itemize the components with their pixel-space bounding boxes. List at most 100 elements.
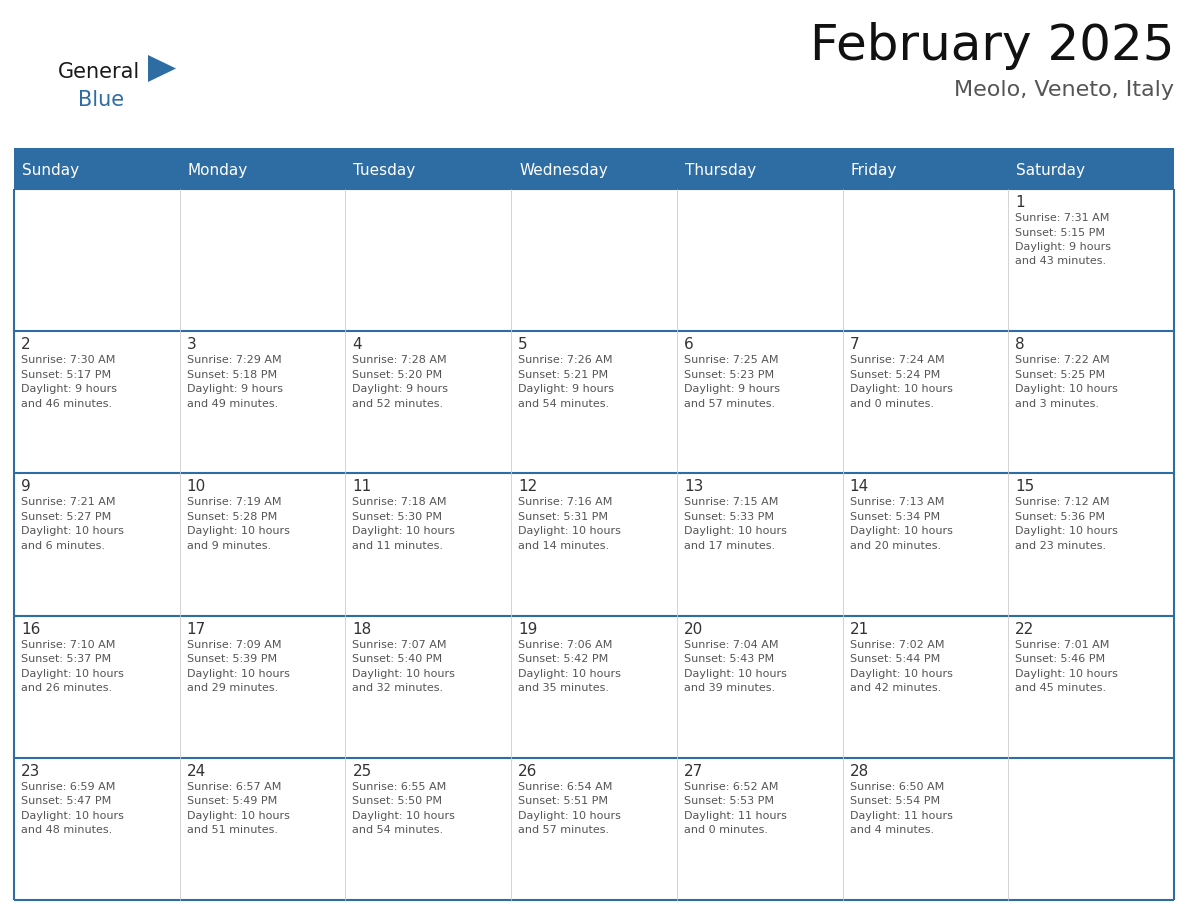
Text: Daylight: 9 hours: Daylight: 9 hours — [518, 385, 614, 394]
Text: 17: 17 — [187, 621, 206, 636]
Text: 9: 9 — [21, 479, 31, 495]
Text: 26: 26 — [518, 764, 537, 778]
Text: 25: 25 — [353, 764, 372, 778]
Text: Sunset: 5:34 PM: Sunset: 5:34 PM — [849, 512, 940, 522]
Text: and 32 minutes.: and 32 minutes. — [353, 683, 443, 693]
Text: February 2025: February 2025 — [809, 22, 1174, 70]
Text: Daylight: 10 hours: Daylight: 10 hours — [849, 526, 953, 536]
Text: 1: 1 — [1016, 195, 1025, 210]
Text: Sunrise: 7:18 AM: Sunrise: 7:18 AM — [353, 498, 447, 508]
Text: Sunset: 5:33 PM: Sunset: 5:33 PM — [684, 512, 773, 522]
Text: Sunrise: 6:57 AM: Sunrise: 6:57 AM — [187, 782, 282, 792]
Bar — [14, 153, 1174, 189]
Text: 20: 20 — [684, 621, 703, 636]
Text: Daylight: 10 hours: Daylight: 10 hours — [684, 668, 786, 678]
Text: Sunset: 5:24 PM: Sunset: 5:24 PM — [849, 370, 940, 380]
Polygon shape — [148, 55, 176, 82]
Text: Saturday: Saturday — [1016, 163, 1086, 178]
Text: Sunset: 5:25 PM: Sunset: 5:25 PM — [1016, 370, 1105, 380]
Text: Sunrise: 6:52 AM: Sunrise: 6:52 AM — [684, 782, 778, 792]
Text: and 48 minutes.: and 48 minutes. — [21, 825, 112, 835]
Text: Daylight: 10 hours: Daylight: 10 hours — [1016, 668, 1118, 678]
Text: Daylight: 10 hours: Daylight: 10 hours — [353, 811, 455, 821]
Text: and 35 minutes.: and 35 minutes. — [518, 683, 609, 693]
Text: Daylight: 10 hours: Daylight: 10 hours — [187, 526, 290, 536]
Text: Sunrise: 7:04 AM: Sunrise: 7:04 AM — [684, 640, 778, 650]
Text: Sunset: 5:30 PM: Sunset: 5:30 PM — [353, 512, 442, 522]
Text: Sunrise: 7:29 AM: Sunrise: 7:29 AM — [187, 355, 282, 365]
Text: 21: 21 — [849, 621, 868, 636]
Text: Daylight: 9 hours: Daylight: 9 hours — [1016, 242, 1111, 252]
Text: Wednesday: Wednesday — [519, 163, 608, 178]
Text: Daylight: 9 hours: Daylight: 9 hours — [684, 385, 779, 394]
Text: Sunset: 5:39 PM: Sunset: 5:39 PM — [187, 655, 277, 664]
Text: Sunrise: 6:59 AM: Sunrise: 6:59 AM — [21, 782, 115, 792]
Text: 22: 22 — [1016, 621, 1035, 636]
Text: Sunrise: 7:10 AM: Sunrise: 7:10 AM — [21, 640, 115, 650]
Text: 16: 16 — [21, 621, 40, 636]
Text: Sunset: 5:42 PM: Sunset: 5:42 PM — [518, 655, 608, 664]
Text: and 39 minutes.: and 39 minutes. — [684, 683, 775, 693]
Text: Sunset: 5:44 PM: Sunset: 5:44 PM — [849, 655, 940, 664]
Bar — [14, 189, 1174, 331]
Text: Sunset: 5:40 PM: Sunset: 5:40 PM — [353, 655, 443, 664]
Text: and 26 minutes.: and 26 minutes. — [21, 683, 112, 693]
Bar — [14, 331, 1174, 474]
Text: 19: 19 — [518, 621, 537, 636]
Text: and 0 minutes.: and 0 minutes. — [849, 398, 934, 409]
Text: and 57 minutes.: and 57 minutes. — [518, 825, 609, 835]
Text: Sunrise: 7:25 AM: Sunrise: 7:25 AM — [684, 355, 778, 365]
Text: and 23 minutes.: and 23 minutes. — [1016, 541, 1106, 551]
Text: 3: 3 — [187, 337, 196, 353]
Text: and 49 minutes.: and 49 minutes. — [187, 398, 278, 409]
Text: Sunset: 5:50 PM: Sunset: 5:50 PM — [353, 796, 442, 806]
Text: and 54 minutes.: and 54 minutes. — [353, 825, 443, 835]
Text: Sunset: 5:15 PM: Sunset: 5:15 PM — [1016, 228, 1105, 238]
Text: Sunset: 5:37 PM: Sunset: 5:37 PM — [21, 655, 112, 664]
Text: and 6 minutes.: and 6 minutes. — [21, 541, 105, 551]
Text: 7: 7 — [849, 337, 859, 353]
Text: 15: 15 — [1016, 479, 1035, 495]
Text: 14: 14 — [849, 479, 868, 495]
Text: Daylight: 10 hours: Daylight: 10 hours — [21, 526, 124, 536]
Text: Friday: Friday — [851, 163, 897, 178]
Text: Sunset: 5:36 PM: Sunset: 5:36 PM — [1016, 512, 1105, 522]
Text: 23: 23 — [21, 764, 40, 778]
Text: 24: 24 — [187, 764, 206, 778]
Text: Sunrise: 7:22 AM: Sunrise: 7:22 AM — [1016, 355, 1110, 365]
Text: Daylight: 9 hours: Daylight: 9 hours — [187, 385, 283, 394]
Text: Daylight: 10 hours: Daylight: 10 hours — [21, 668, 124, 678]
Text: Sunset: 5:43 PM: Sunset: 5:43 PM — [684, 655, 775, 664]
Text: Sunrise: 7:26 AM: Sunrise: 7:26 AM — [518, 355, 613, 365]
Text: and 4 minutes.: and 4 minutes. — [849, 825, 934, 835]
Text: Daylight: 10 hours: Daylight: 10 hours — [1016, 526, 1118, 536]
Text: Daylight: 10 hours: Daylight: 10 hours — [518, 668, 621, 678]
Text: Sunrise: 7:09 AM: Sunrise: 7:09 AM — [187, 640, 282, 650]
Text: Monday: Monday — [188, 163, 248, 178]
Text: Sunrise: 6:54 AM: Sunrise: 6:54 AM — [518, 782, 613, 792]
Text: and 42 minutes.: and 42 minutes. — [849, 683, 941, 693]
Text: and 52 minutes.: and 52 minutes. — [353, 398, 443, 409]
Text: and 9 minutes.: and 9 minutes. — [187, 541, 271, 551]
Text: Daylight: 10 hours: Daylight: 10 hours — [353, 526, 455, 536]
Text: Sunset: 5:20 PM: Sunset: 5:20 PM — [353, 370, 443, 380]
Text: Sunrise: 7:16 AM: Sunrise: 7:16 AM — [518, 498, 613, 508]
Text: Sunrise: 7:07 AM: Sunrise: 7:07 AM — [353, 640, 447, 650]
Text: Sunrise: 7:31 AM: Sunrise: 7:31 AM — [1016, 213, 1110, 223]
Text: Sunrise: 7:15 AM: Sunrise: 7:15 AM — [684, 498, 778, 508]
Text: Sunset: 5:49 PM: Sunset: 5:49 PM — [187, 796, 277, 806]
Text: 18: 18 — [353, 621, 372, 636]
Bar — [14, 616, 1174, 757]
Text: Sunset: 5:21 PM: Sunset: 5:21 PM — [518, 370, 608, 380]
Text: Sunrise: 7:02 AM: Sunrise: 7:02 AM — [849, 640, 944, 650]
Text: Daylight: 10 hours: Daylight: 10 hours — [187, 668, 290, 678]
Text: and 11 minutes.: and 11 minutes. — [353, 541, 443, 551]
Text: 5: 5 — [518, 337, 527, 353]
Text: and 57 minutes.: and 57 minutes. — [684, 398, 775, 409]
Text: Daylight: 10 hours: Daylight: 10 hours — [849, 385, 953, 394]
Text: Sunset: 5:31 PM: Sunset: 5:31 PM — [518, 512, 608, 522]
Text: Meolo, Veneto, Italy: Meolo, Veneto, Italy — [954, 80, 1174, 100]
Text: Daylight: 10 hours: Daylight: 10 hours — [1016, 385, 1118, 394]
Text: Sunset: 5:27 PM: Sunset: 5:27 PM — [21, 512, 112, 522]
Text: Sunset: 5:17 PM: Sunset: 5:17 PM — [21, 370, 112, 380]
